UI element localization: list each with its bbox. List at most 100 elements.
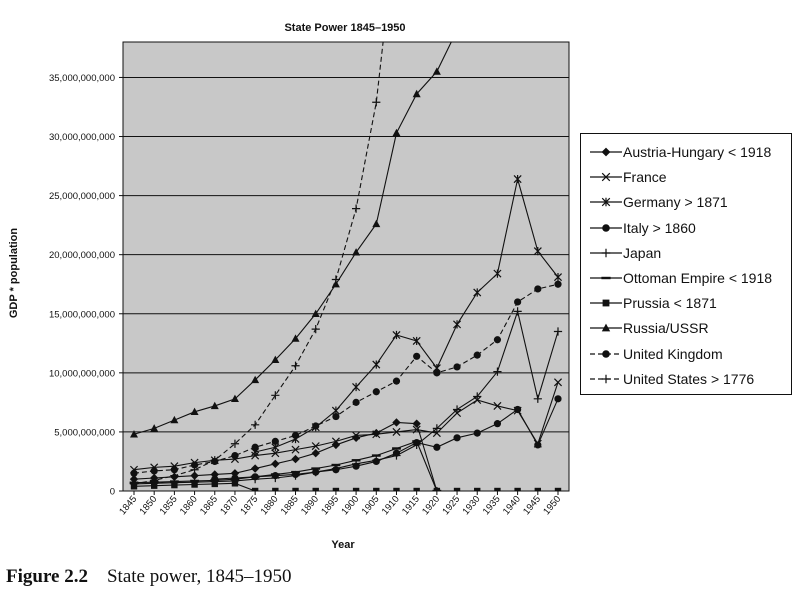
data-point [513,174,522,184]
data-point [413,487,420,491]
data-point [554,487,562,491]
data-point [190,471,199,480]
data-point [534,487,542,491]
data-point [453,487,461,491]
y-tick-label: 5,000,000,000 [54,427,115,438]
data-point [493,401,502,410]
data-point [190,407,199,416]
data-point [230,439,240,448]
data-point [331,275,341,284]
data-point [453,320,462,329]
data-point [602,223,610,232]
legend-label: Ottoman Empire < 1918 [623,270,773,286]
data-point [352,382,361,392]
data-point [372,98,381,107]
data-point [372,360,381,369]
x-tick-label: 1915 [400,494,422,517]
data-point [433,369,441,377]
data-point [453,434,461,442]
x-tick-label: 1890 [299,494,321,517]
data-point [311,442,320,451]
data-point [392,128,401,137]
legend-label: Italy > 1860 [623,219,696,236]
legend-swatch [590,299,622,307]
data-point [432,67,441,75]
data-point [412,425,421,434]
data-point [332,487,340,491]
data-point [150,482,158,489]
legend-label: United States > 1776 [623,370,755,387]
legend-item: United States > 1776 [581,368,791,393]
data-point [554,280,562,288]
data-point [412,89,421,98]
data-point [190,461,199,469]
data-point [474,487,481,491]
data-point [210,401,219,410]
data-point [392,330,401,340]
data-point [291,361,300,370]
x-tick-label: 1945 [521,494,543,517]
y-axis-ticks: 0 5,000,000,000 10,000,000,000 15,000,000,0… [49,73,123,498]
y-tick-label: 25,000,000,000 [49,191,115,202]
data-point [453,26,461,33]
data-point [271,437,279,445]
series-layer [129,26,563,491]
series-line [133,309,559,485]
data-point [130,469,138,477]
legend-item: Prussia < 1871 [581,292,791,317]
legend-swatch [590,223,622,232]
x-tick-label: 1885 [279,494,301,517]
y-tick-label: 15,000,000,000 [49,309,115,320]
data-point [372,388,380,396]
data-point [210,456,219,465]
legend-label: Russia/USSR [623,320,709,337]
legend-label: Prussia < 1871 [623,295,717,312]
legend-swatch [590,172,622,182]
data-point [231,480,239,487]
data-point [251,420,260,429]
grid-lines [123,76,569,433]
data-point [473,288,482,297]
legend-label: Germany > 1871 [623,194,728,211]
x-tick-label: 1950 [541,494,563,517]
data-point [601,172,611,182]
legend-swatch [590,349,622,358]
data-point [602,349,610,358]
x-tick-label: 1910 [380,494,402,517]
series-0 [129,418,442,491]
y-tick-label: 0 [110,487,115,498]
data-point [473,351,481,359]
x-tick-label: 1870 [218,494,240,517]
legend-item: Austria-Hungary < 1918 [581,141,791,166]
data-point [602,299,610,307]
data-point [129,479,139,489]
y-tick-label: 10,000,000,000 [49,368,115,379]
data-point [231,451,239,460]
legend-label: Austria-Hungary < 1918 [623,144,772,160]
series-line [133,421,438,491]
legend-item: Germany > 1871 [581,191,791,216]
data-point [351,204,361,213]
data-point [271,391,280,400]
data-point [553,327,563,336]
data-point [601,323,611,332]
data-point [291,445,300,454]
x-tick-label: 1940 [501,494,523,517]
data-point [311,325,320,334]
data-point [171,481,178,489]
series-line [133,382,559,471]
data-point [493,420,502,428]
data-point [601,198,611,207]
data-point [601,147,611,157]
data-point [534,285,542,293]
series-line [133,440,438,491]
data-point [170,415,179,424]
data-point [352,431,361,440]
data-point [312,487,319,491]
legend-swatch [590,248,622,258]
x-axis-ticks: 1845185018551860186518701875188018851890… [117,491,563,517]
y-tick-label: 30,000,000,000 [49,132,115,143]
x-tick-label: 1865 [198,494,220,517]
data-point [150,467,158,475]
data-point [311,309,320,317]
